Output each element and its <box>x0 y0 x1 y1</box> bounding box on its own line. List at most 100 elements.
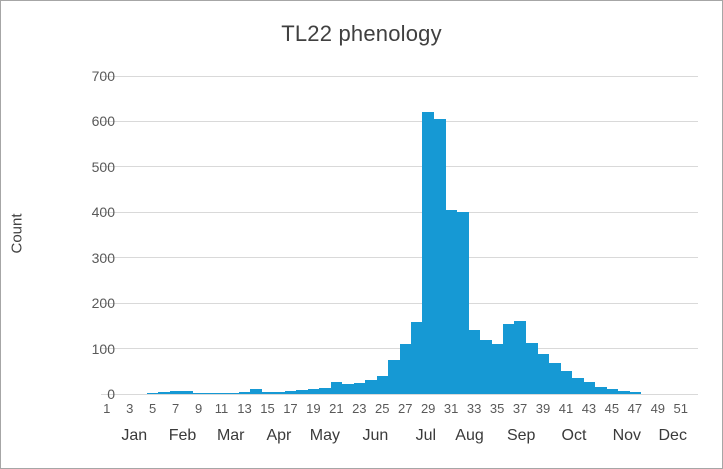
gridline-y-700 <box>101 75 698 77</box>
y-tick-label-200: 200 <box>91 295 115 312</box>
x-tick-label-43: 43 <box>581 401 597 416</box>
x-tick-label-29: 29 <box>420 401 436 416</box>
bar-week-11 <box>215 393 228 394</box>
y-tick-label-400: 400 <box>91 204 115 221</box>
bar-week-38 <box>525 342 538 394</box>
bar-week-17 <box>284 390 297 394</box>
bar-week-5 <box>146 393 159 394</box>
bar-week-10 <box>204 393 217 394</box>
bar-week-7 <box>169 391 182 394</box>
x-tick-label-21: 21 <box>329 401 344 416</box>
plot-area <box>101 75 698 395</box>
bar-week-9 <box>192 393 205 394</box>
month-label-nov: Nov <box>612 427 642 444</box>
bar-week-24 <box>365 380 377 394</box>
bar-week-18 <box>296 389 309 394</box>
x-tick-label-9: 9 <box>194 401 203 416</box>
bar-week-27 <box>399 344 412 394</box>
x-tick-label-19: 19 <box>306 401 321 416</box>
month-label-dec: Dec <box>658 427 687 444</box>
bar-week-25 <box>376 375 389 394</box>
bar-week-8 <box>181 391 194 394</box>
gridline-y-500 <box>101 166 698 168</box>
bar-week-19 <box>307 388 320 394</box>
y-tick-label-300: 300 <box>91 249 115 266</box>
x-tick-label-35: 35 <box>489 401 505 416</box>
month-label-aug: Aug <box>455 427 484 444</box>
bar-week-33 <box>468 330 481 394</box>
month-label-feb: Feb <box>168 427 197 444</box>
bar-week-40 <box>548 362 561 394</box>
y-tick-label-0: 0 <box>107 386 115 402</box>
y-tick-label-600: 600 <box>91 113 115 130</box>
gridline-y-400 <box>101 211 698 213</box>
bar-week-26 <box>388 359 400 394</box>
bar-week-16 <box>273 392 286 394</box>
x-tick-label-33: 33 <box>466 401 482 416</box>
x-tick-label-45: 45 <box>604 401 620 416</box>
bar-week-35 <box>491 344 504 394</box>
bar-week-31 <box>445 210 458 394</box>
bar-week-41 <box>560 371 573 394</box>
bar-week-23 <box>353 383 366 394</box>
bar-week-36 <box>502 323 515 394</box>
bar-week-15 <box>261 391 274 394</box>
bar-week-37 <box>514 320 527 394</box>
x-tick-label-41: 41 <box>558 401 574 416</box>
y-tick-label-500: 500 <box>91 158 115 175</box>
month-label-sep: Sep <box>506 427 536 444</box>
month-label-jan: Jan <box>121 427 148 444</box>
y-tick-label-100: 100 <box>91 340 115 357</box>
bar-week-22 <box>342 384 354 394</box>
x-tick-label-47: 47 <box>627 401 643 416</box>
x-tick-label-31: 31 <box>443 401 459 416</box>
bar-week-45 <box>606 388 619 394</box>
gridline-y-300 <box>101 257 698 259</box>
bar-week-44 <box>594 387 607 394</box>
bar-week-29 <box>422 112 435 394</box>
bar-week-30 <box>433 119 446 394</box>
month-label-jul: Jul <box>415 427 437 444</box>
month-label-oct: Oct <box>561 427 587 444</box>
bar-week-34 <box>479 340 492 394</box>
month-label-may: May <box>309 427 340 444</box>
x-tick-label-1: 1 <box>103 401 111 416</box>
bar-week-43 <box>583 381 596 394</box>
x-tick-label-7: 7 <box>172 401 180 416</box>
x-tick-label-37: 37 <box>512 401 528 416</box>
x-tick-label-11: 11 <box>214 401 229 416</box>
gridline-y-200 <box>101 302 698 304</box>
x-tick-label-3: 3 <box>126 401 134 416</box>
x-tick-label-27: 27 <box>398 401 413 416</box>
gridline-y-0 <box>101 393 698 395</box>
bar-week-14 <box>250 389 263 394</box>
bar-week-47 <box>629 391 641 394</box>
bar-week-20 <box>319 388 331 394</box>
month-label-jun: Jun <box>362 427 389 444</box>
x-tick-label-25: 25 <box>375 401 390 416</box>
x-tick-label-49: 49 <box>650 401 666 416</box>
y-tick-label-700: 700 <box>91 68 115 84</box>
x-tick-label-51: 51 <box>673 401 688 416</box>
bar-week-42 <box>571 378 584 394</box>
bar-week-13 <box>238 391 251 394</box>
bar-week-21 <box>330 381 343 394</box>
x-tick-label-5: 5 <box>149 401 157 416</box>
x-tick-label-15: 15 <box>260 401 275 416</box>
bar-week-28 <box>410 322 423 394</box>
bar-week-12 <box>227 393 240 394</box>
month-label-mar: Mar <box>216 427 245 444</box>
bar-week-32 <box>456 212 469 394</box>
gridline-y-600 <box>101 120 698 122</box>
x-tick-label-23: 23 <box>352 401 367 416</box>
x-tick-label-13: 13 <box>237 401 252 416</box>
x-tick-label-17: 17 <box>283 401 298 416</box>
bar-week-6 <box>158 392 171 394</box>
bar-week-39 <box>537 354 550 394</box>
month-label-apr: Apr <box>266 427 292 444</box>
y-axis-label: Count <box>8 213 26 254</box>
x-tick-label-39: 39 <box>535 401 551 416</box>
chart-title: TL22 phenology <box>281 21 442 46</box>
bar-week-46 <box>617 391 630 394</box>
